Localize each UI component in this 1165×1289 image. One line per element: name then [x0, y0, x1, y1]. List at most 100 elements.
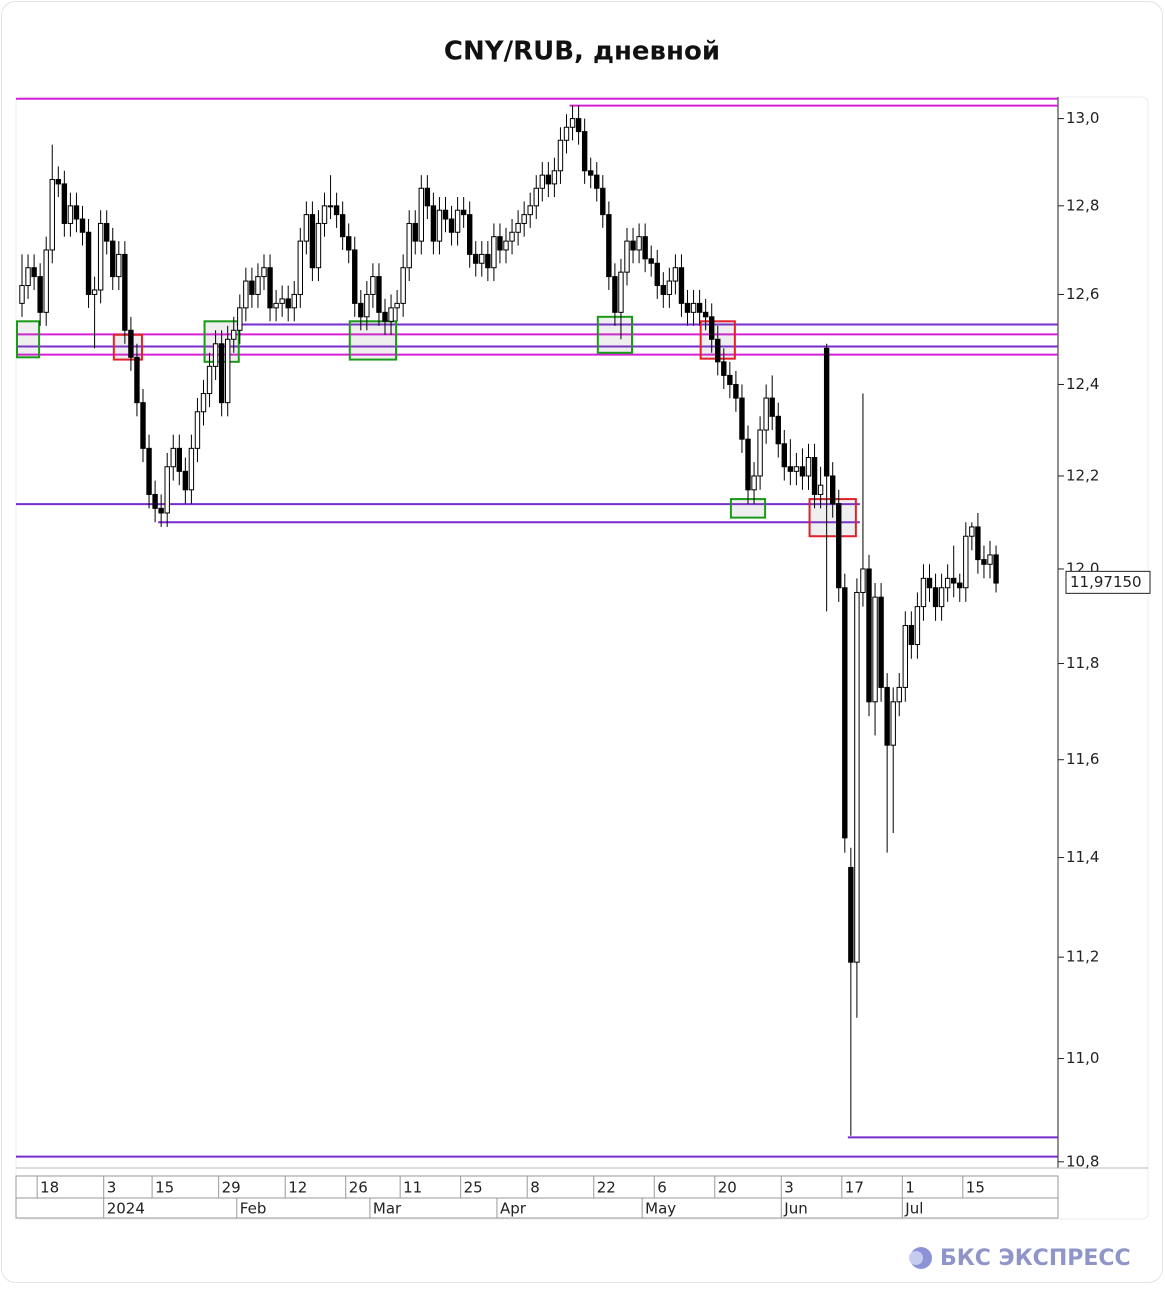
candle-body	[37, 276, 43, 313]
candle-body	[872, 596, 878, 703]
candle-body	[509, 231, 515, 242]
candle-body	[799, 466, 806, 477]
candle-body	[237, 307, 243, 331]
candle-body	[745, 438, 751, 491]
candle-body	[793, 466, 800, 472]
candle-body	[479, 253, 485, 264]
candle-body	[757, 429, 763, 477]
candle-body	[551, 170, 558, 185]
candle-body	[448, 218, 455, 233]
candle-body	[920, 577, 927, 608]
candle-body	[684, 302, 691, 313]
x-period-label: Apr	[500, 1200, 527, 1218]
candle-body	[866, 568, 872, 703]
candle-body	[696, 302, 703, 313]
candle-body	[303, 214, 310, 242]
candle-body	[321, 205, 328, 224]
candle-body	[273, 302, 279, 309]
candle-body	[497, 236, 503, 251]
candle-body	[436, 209, 443, 242]
candle-body	[188, 447, 195, 491]
zone	[348, 320, 398, 361]
candle-body	[339, 214, 346, 238]
candle-body	[212, 343, 219, 367]
candle-body	[709, 316, 715, 340]
candle-body	[249, 280, 255, 295]
candle-body	[442, 209, 449, 220]
candle-body	[515, 222, 521, 233]
candle-body	[55, 179, 61, 185]
candle-body	[527, 205, 533, 216]
candle-body	[297, 240, 304, 295]
candle-body	[902, 625, 908, 688]
candle-body	[914, 606, 921, 645]
candle-body	[315, 222, 322, 269]
candle-body	[134, 356, 140, 404]
x-tick-label: 22	[597, 1179, 616, 1197]
y-tick-label: 11,2	[1066, 948, 1099, 966]
y-tick-label: 11,4	[1066, 848, 1099, 866]
candle-body	[660, 285, 666, 295]
candle-body	[721, 361, 727, 376]
candle-body	[267, 267, 273, 309]
candle-body	[91, 289, 98, 295]
candle-body	[309, 214, 316, 269]
candle-body	[170, 447, 176, 468]
candle-body	[836, 503, 842, 589]
candle-body	[890, 701, 896, 746]
candle-body	[418, 187, 425, 242]
x-period-label: May	[645, 1200, 676, 1218]
candle-body	[146, 447, 152, 495]
candle-body	[969, 526, 975, 537]
candle-body	[430, 205, 437, 242]
x-tick-label: 12	[288, 1179, 307, 1197]
candle-body	[503, 240, 509, 251]
candle-body	[848, 866, 854, 963]
candle-body	[122, 253, 128, 331]
candle-body	[981, 559, 987, 565]
candle-body	[817, 484, 824, 495]
candle-body	[73, 205, 80, 220]
x-period-label: Mar	[373, 1200, 402, 1218]
candle-body	[957, 582, 963, 589]
candle-body	[128, 329, 134, 358]
y-tick-label: 10,8	[1066, 1152, 1099, 1170]
last-price-box	[1065, 570, 1151, 594]
candle-body	[140, 402, 146, 449]
y-tick-label: 12,8	[1066, 196, 1099, 214]
candle-body	[624, 240, 630, 273]
candle-body	[31, 267, 37, 278]
candle-body	[231, 329, 237, 340]
candle-body	[860, 568, 866, 593]
candle-body	[878, 596, 884, 688]
candle-body	[285, 298, 291, 309]
candle-body	[575, 118, 582, 133]
x-tick-label: 17	[845, 1179, 864, 1197]
candle-body	[648, 258, 654, 264]
candle-body	[116, 253, 122, 278]
brand-logo	[909, 1247, 932, 1269]
candle-body	[545, 174, 552, 185]
candle-body	[926, 577, 933, 589]
candle-body	[25, 267, 31, 287]
candle-body	[557, 139, 564, 172]
candle-body	[521, 214, 527, 224]
candle-body	[110, 240, 116, 278]
y-tick-label: 12,2	[1066, 466, 1099, 484]
candle-body	[908, 625, 915, 645]
candle-body	[678, 267, 685, 304]
candle-body	[769, 397, 775, 417]
candle-body	[358, 302, 364, 318]
candle-body	[636, 236, 642, 251]
zone	[596, 315, 633, 354]
candle-body	[467, 214, 473, 255]
candle-body	[775, 415, 781, 445]
candle-body	[206, 365, 213, 395]
candle-body	[666, 280, 673, 295]
candle-body	[805, 457, 812, 477]
candle-body	[569, 118, 576, 128]
candle-body	[600, 187, 606, 216]
candle-body	[618, 271, 624, 313]
candle-body	[588, 170, 594, 176]
candle-body	[218, 343, 225, 404]
